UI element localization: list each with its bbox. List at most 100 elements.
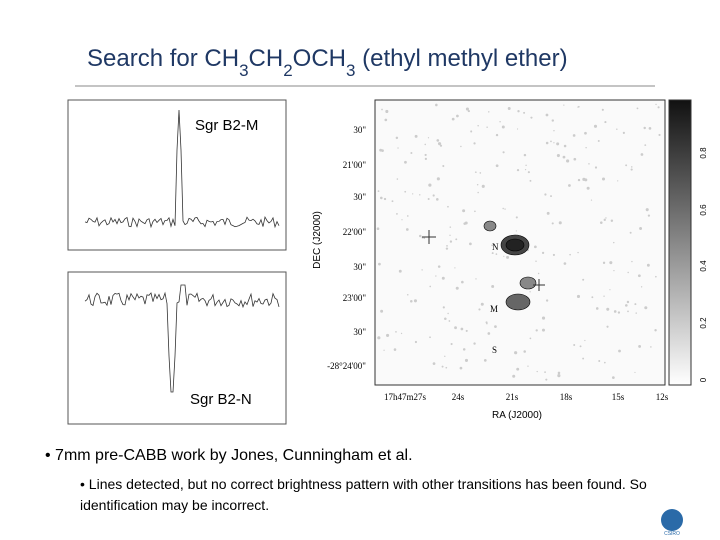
- noise-dot: [537, 272, 540, 275]
- noise-dot: [391, 200, 394, 203]
- noise-dot: [516, 128, 519, 130]
- axis-title: DEC (J2000): [312, 211, 323, 269]
- noise-dot: [551, 222, 554, 225]
- noise-dot: [541, 251, 545, 255]
- noise-dot: [406, 293, 409, 296]
- noise-dot: [435, 198, 439, 201]
- noise-dot: [550, 195, 552, 198]
- noise-dot: [609, 289, 611, 291]
- noise-dot: [429, 336, 431, 339]
- noise-dot: [485, 321, 488, 324]
- noise-dot: [577, 178, 581, 182]
- spectrum-trace: [84, 109, 280, 229]
- noise-dot: [566, 159, 570, 163]
- noise-dot: [556, 153, 560, 158]
- noise-dot: [644, 306, 648, 310]
- noise-dot: [573, 157, 577, 161]
- noise-dot: [488, 111, 490, 113]
- noise-dot: [611, 376, 615, 380]
- noise-dot: [413, 299, 418, 303]
- noise-dot: [585, 146, 587, 149]
- noise-dot: [609, 261, 613, 265]
- noise-dot: [419, 234, 422, 238]
- noise-dot: [558, 221, 562, 225]
- source-contour: [483, 220, 497, 232]
- noise-dot: [622, 131, 625, 134]
- noise-dot: [631, 260, 633, 263]
- noise-dot: [483, 359, 487, 362]
- noise-dot: [439, 144, 443, 147]
- noise-dot: [477, 191, 479, 194]
- noise-dot: [638, 344, 642, 348]
- noise-dot: [529, 179, 532, 182]
- noise-dot: [459, 366, 463, 370]
- colorbar-label: 0: [699, 377, 708, 382]
- noise-dot: [446, 245, 448, 247]
- noise-dot: [613, 269, 615, 272]
- title-segment: 3: [239, 61, 248, 80]
- noise-dot: [630, 166, 633, 168]
- noise-dot: [616, 128, 618, 130]
- noise-dot: [423, 237, 426, 240]
- noise-dot: [515, 216, 518, 219]
- noise-dot: [432, 362, 436, 365]
- noise-dot: [557, 374, 561, 378]
- spectrum-frame-top: [67, 99, 287, 251]
- noise-dot: [465, 107, 469, 111]
- noise-dot: [618, 349, 621, 353]
- noise-dot: [630, 168, 633, 171]
- noise-dot: [393, 348, 397, 351]
- panel-label: Sgr B2-M: [195, 117, 258, 134]
- noise-dot: [536, 370, 538, 373]
- dec-tick-label: 30": [353, 192, 366, 202]
- noise-dot: [455, 238, 458, 241]
- noise-dot: [610, 219, 614, 223]
- dec-tick-label: 30": [353, 327, 366, 337]
- noise-dot: [584, 339, 586, 342]
- noise-dot: [556, 142, 560, 146]
- source-contour: [519, 276, 537, 290]
- colorbar: [668, 99, 692, 386]
- noise-dot: [448, 320, 451, 322]
- noise-dot: [640, 153, 644, 156]
- noise-dot: [544, 193, 547, 196]
- noise-dot: [461, 280, 464, 284]
- noise-dot: [576, 294, 581, 299]
- noise-dot: [655, 275, 657, 278]
- noise-dot: [512, 374, 516, 378]
- noise-dot: [473, 342, 476, 345]
- noise-dot: [502, 151, 505, 154]
- noise-dot: [378, 262, 381, 266]
- noise-dot: [435, 275, 437, 277]
- noise-dot: [380, 309, 384, 313]
- noise-dot: [577, 106, 579, 108]
- ra-tick-label: 21s: [506, 392, 519, 402]
- noise-dot: [397, 147, 399, 149]
- noise-dot: [444, 317, 447, 320]
- noise-dot: [527, 365, 529, 367]
- noise-dot: [568, 184, 571, 187]
- noise-dot: [658, 133, 661, 137]
- noise-dot: [437, 142, 442, 146]
- noise-dot: [648, 127, 652, 130]
- cross: [422, 230, 545, 291]
- noise-dot: [396, 213, 398, 215]
- noise-dot: [553, 130, 555, 132]
- noise-dot: [655, 103, 657, 106]
- noise-dot: [501, 125, 505, 129]
- noise-dot: [569, 253, 571, 256]
- noise-dot: [626, 300, 630, 304]
- noise-dot: [573, 344, 576, 347]
- noise-dot: [455, 286, 459, 290]
- noise-dot: [464, 358, 469, 362]
- noise-dot: [475, 278, 477, 280]
- noise-dot: [410, 152, 413, 155]
- noise-dot: [441, 276, 445, 280]
- dec-tick-label: 21'00": [343, 160, 367, 170]
- logo-mark: [661, 509, 683, 531]
- noise-dot: [396, 178, 399, 180]
- noise-dot: [447, 205, 449, 208]
- noise-dot: [460, 145, 462, 148]
- noise-dot: [449, 240, 453, 243]
- noise-dot: [477, 125, 479, 127]
